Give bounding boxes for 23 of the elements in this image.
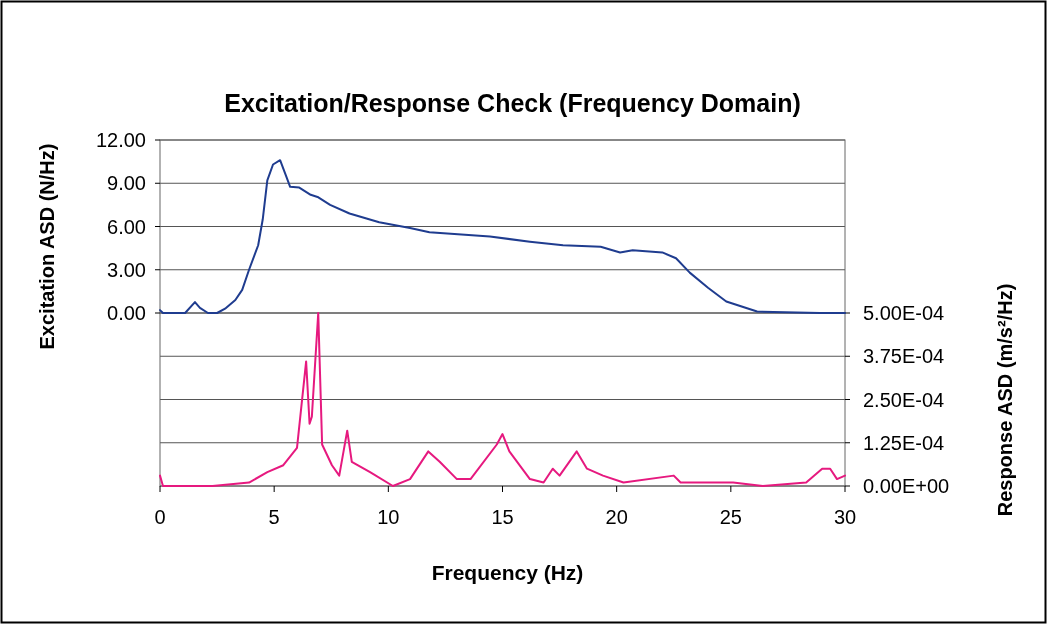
x-tick-label: 15 [491,506,514,528]
y-tick-label: 0.00 [107,302,146,324]
line-series [159,312,846,487]
x-tick-label: 20 [605,506,628,528]
y-tick-label: 3.00 [107,258,146,281]
x-tick-label: 5 [268,506,280,528]
y-axis-title: Excitation ASD (N/Hz) [36,143,58,350]
y2-tick-label: 0.00E+00 [863,475,950,497]
y2-tick-label: 5.00E-04 [863,302,945,324]
y2-axis-title: Response ASD (m/s²/Hz) [994,283,1016,517]
y-tick-label: 6.00 [107,215,146,238]
y2-tick-label: 1.25E-04 [863,431,945,454]
y2-tick-label: 2.50E-04 [863,388,945,411]
x-tick-label: 0 [154,506,166,528]
x-axis-title: Frequency (Hz) [431,561,584,584]
y2-tick-label: 3.75E-04 [863,345,945,368]
y-tick-label: 12.00 [95,129,146,151]
chart-title: Excitation/Response Check (Frequency Domain) [224,89,801,117]
x-tick-label: 25 [719,506,742,528]
x-tick-label: 10 [377,506,400,528]
x-tick-label: 30 [833,506,857,528]
y-tick-label: 9.00 [107,172,146,195]
line-series [159,159,846,314]
